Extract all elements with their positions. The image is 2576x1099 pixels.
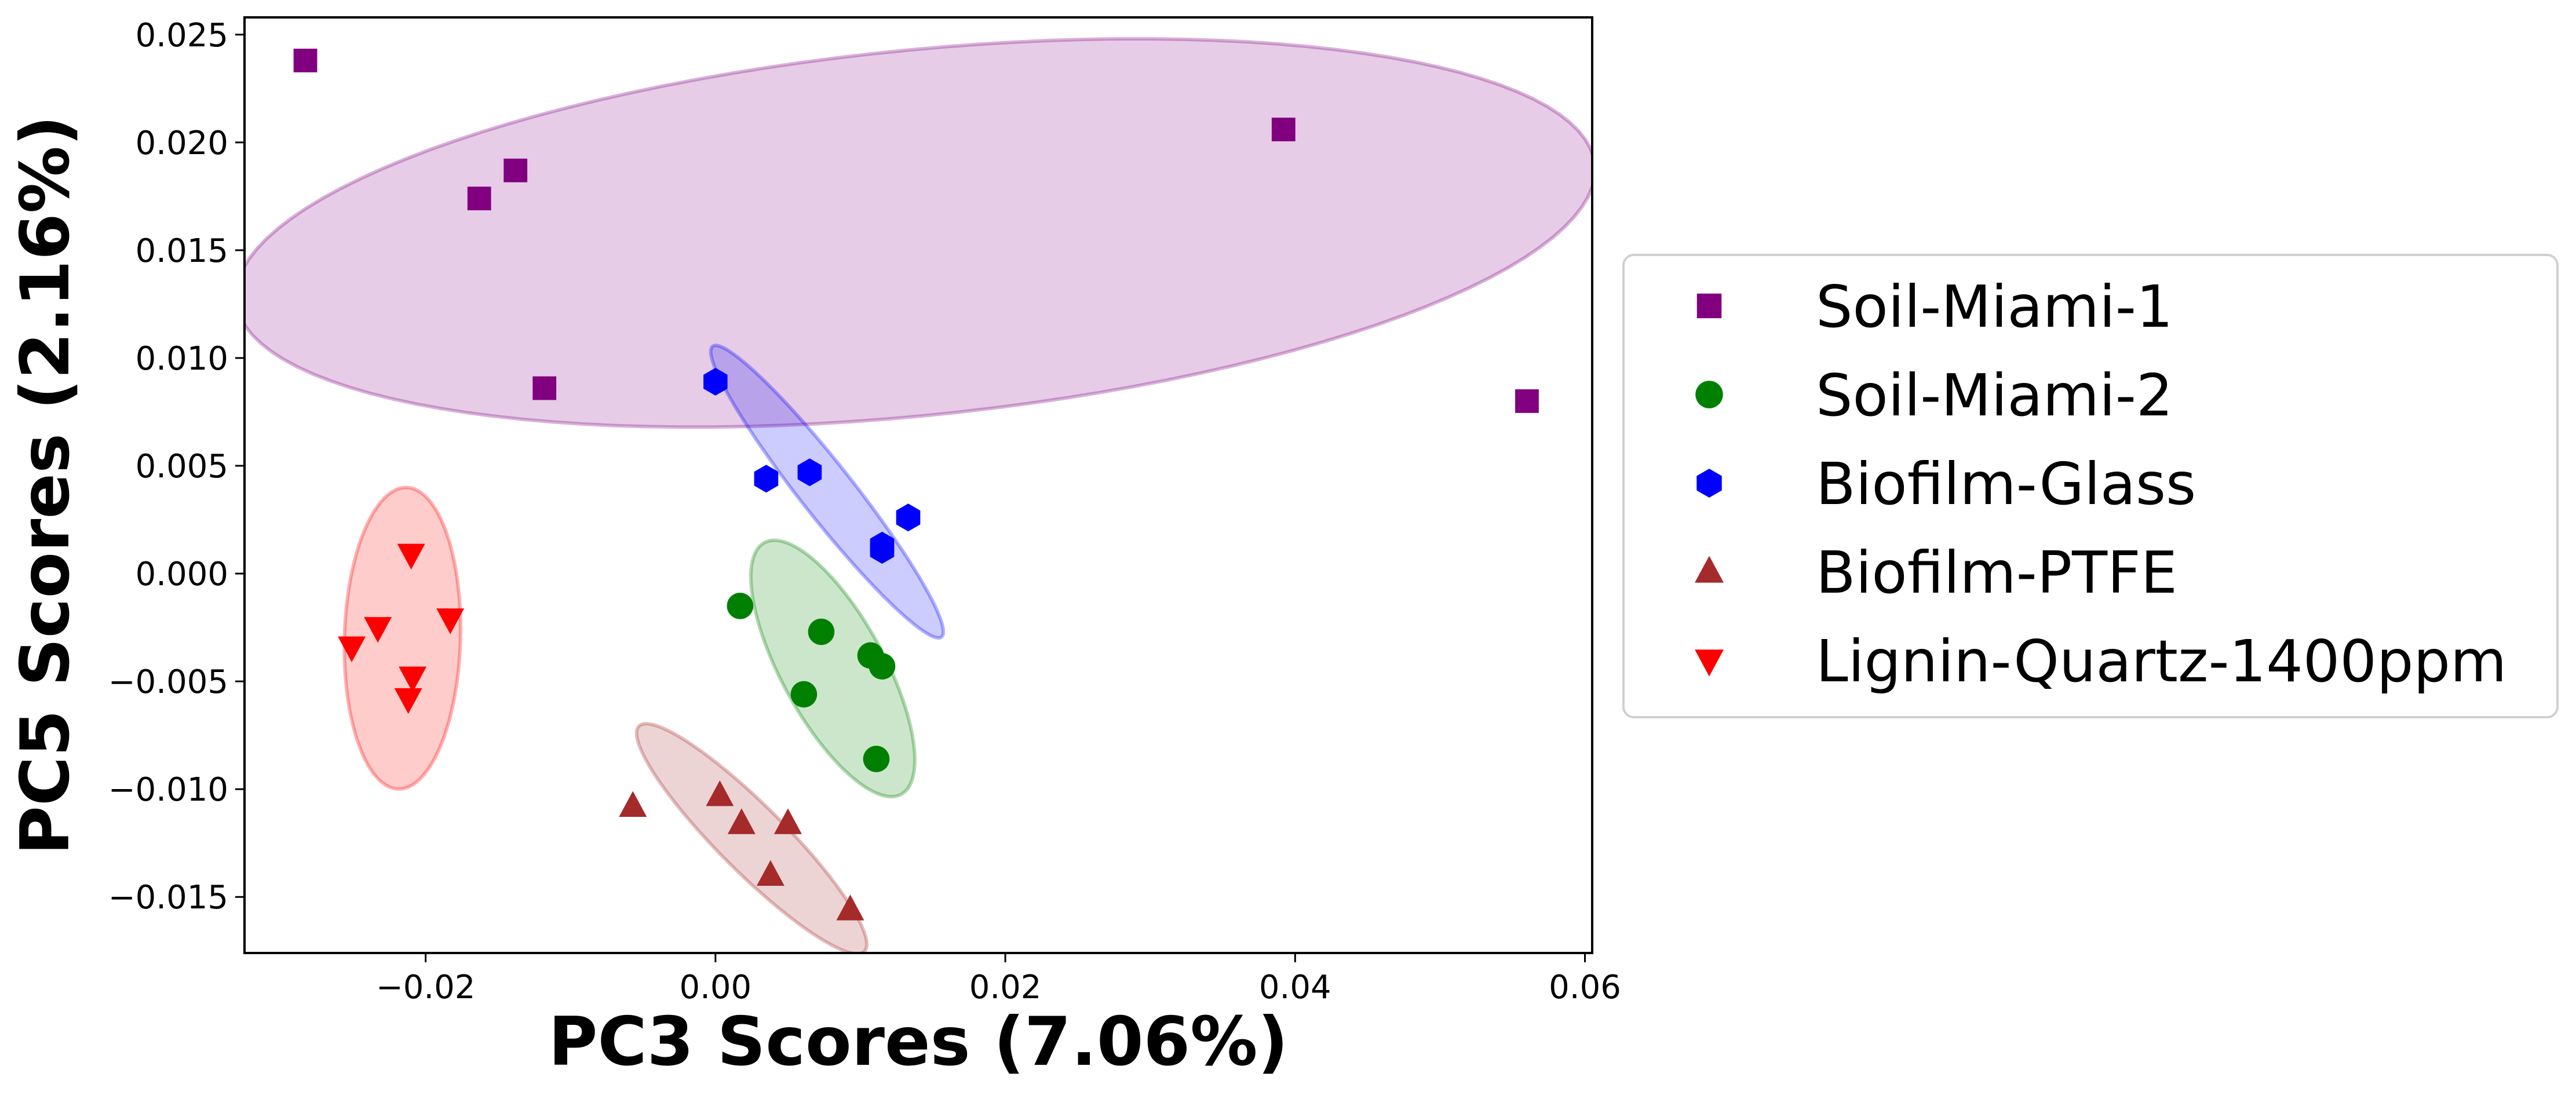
ellipse-soil-miami-2 bbox=[749, 538, 917, 799]
confidence-ellipses bbox=[245, 37, 1592, 953]
legend-marker-soil-miami-1 bbox=[1696, 293, 1722, 319]
point-soil-miami-1-6 bbox=[1515, 389, 1539, 413]
legend-label-soil-miami-2: Soil-Miami-2 bbox=[1816, 362, 2173, 429]
point-lignin-quartz-1400ppm-1 bbox=[397, 543, 425, 569]
point-lignin-quartz-1400ppm-5 bbox=[399, 666, 427, 693]
point-biofilm-glass-4 bbox=[896, 503, 921, 532]
point-biofilm-glass-2 bbox=[754, 465, 779, 493]
x-tick-label: 0.02 bbox=[969, 969, 1042, 1006]
point-biofilm-ptfe-3 bbox=[727, 808, 756, 834]
legend-label-biofilm-ptfe: Biofilm-PTFE bbox=[1816, 539, 2177, 607]
point-soil-miami-1-4 bbox=[532, 376, 557, 400]
legend-label-biofilm-glass: Biofilm-Glass bbox=[1816, 450, 2196, 518]
point-biofilm-glass-6 bbox=[870, 536, 895, 564]
y-tick-label: −0.005 bbox=[108, 663, 228, 701]
legend-marker-soil-miami-2 bbox=[1695, 381, 1723, 408]
point-biofilm-ptfe-5 bbox=[756, 860, 785, 886]
ellipse-lignin-quartz-1400ppm bbox=[342, 485, 462, 791]
y-tick-label: −0.010 bbox=[108, 771, 228, 809]
y-axis-ticks: −0.015 −0.010 −0.005 0.000 0.005 0.010 0.015 0.… bbox=[108, 17, 245, 917]
point-biofilm-ptfe-6 bbox=[836, 894, 864, 921]
point-biofilm-glass-1 bbox=[703, 367, 728, 396]
point-soil-miami-2-6 bbox=[863, 746, 890, 772]
y-tick-label: −0.015 bbox=[108, 879, 228, 917]
legend-frame bbox=[1622, 254, 2559, 718]
ellipse-biofilm-ptfe bbox=[634, 722, 869, 953]
y-tick-label: 0.020 bbox=[136, 125, 228, 162]
y-tick-label: 0.005 bbox=[136, 448, 228, 485]
point-biofilm-glass-3 bbox=[797, 458, 822, 487]
x-tick-label: 0.04 bbox=[1259, 969, 1331, 1006]
legend-marker-biofilm-glass bbox=[1696, 469, 1722, 498]
y-axis-title: PC5 Scores (2.16%) bbox=[6, 115, 85, 855]
point-soil-miami-2-5 bbox=[790, 681, 818, 708]
x-tick-label: 0.00 bbox=[680, 969, 752, 1006]
x-axis-title: PC3 Scores (7.06%) bbox=[548, 1003, 1288, 1081]
point-soil-miami-2-1 bbox=[727, 593, 754, 619]
point-soil-miami-2-4 bbox=[869, 653, 896, 680]
legend: Soil-Miami-1 Soil-Miami-2 Biofilm-Glass Bio… bbox=[1622, 254, 2559, 718]
point-soil-miami-1-3 bbox=[467, 187, 491, 210]
x-tick-label: −0.02 bbox=[376, 969, 476, 1006]
point-lignin-quartz-1400ppm-2 bbox=[364, 617, 392, 643]
point-soil-miami-2-2 bbox=[808, 618, 835, 645]
point-biofilm-ptfe-4 bbox=[773, 808, 802, 834]
x-axis-ticks: −0.02 0.00 0.02 0.04 0.06 bbox=[376, 953, 1621, 1006]
y-tick-label: 0.015 bbox=[136, 232, 228, 270]
data-points bbox=[293, 49, 1539, 921]
point-soil-miami-1-5 bbox=[1271, 118, 1296, 141]
point-soil-miami-1-2 bbox=[503, 158, 528, 182]
y-tick-label: 0.000 bbox=[136, 556, 228, 593]
y-tick-label: 0.010 bbox=[136, 340, 228, 378]
legend-label-lignin-quartz-1400ppm: Lignin-Quartz-1400ppm bbox=[1816, 627, 2506, 695]
plot-frame bbox=[243, 16, 1593, 954]
x-tick-label: 0.06 bbox=[1549, 969, 1621, 1006]
point-soil-miami-1-1 bbox=[293, 49, 318, 72]
y-tick-label: 0.025 bbox=[136, 17, 228, 54]
point-biofilm-ptfe-2 bbox=[706, 780, 734, 806]
legend-label-soil-miami-1: Soil-Miami-1 bbox=[1816, 273, 2173, 341]
legend-marker-biofilm-ptfe bbox=[1695, 556, 1724, 583]
ellipse-soil-miami-1 bbox=[245, 37, 1592, 429]
ellipse-biofilm-glass bbox=[709, 344, 946, 640]
point-lignin-quartz-1400ppm-4 bbox=[338, 636, 366, 662]
point-lignin-quartz-1400ppm-3 bbox=[436, 608, 465, 634]
point-lignin-quartz-1400ppm-6 bbox=[394, 688, 422, 714]
point-biofilm-ptfe-1 bbox=[619, 791, 647, 817]
legend-marker-lignin-quartz-1400ppm bbox=[1695, 649, 1724, 677]
